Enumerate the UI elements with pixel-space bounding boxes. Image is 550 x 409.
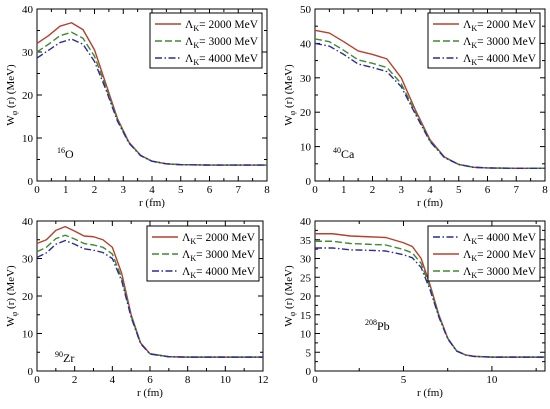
y-tick-label: 10 <box>300 142 312 154</box>
y-tick-label: 0 <box>28 366 34 378</box>
legend-label-4000: ΛK= 4000 MeV <box>182 266 256 280</box>
x-tick-label: 8 <box>264 184 270 196</box>
legend: ΛK= 2000 MeV ΛK= 3000 MeV ΛK= 4000 MeV <box>146 225 260 282</box>
legend: ΛK= 4000 MeV ΛK= 2000 MeV ΛK= 3000 MeV <box>427 225 541 282</box>
y-tick-label: 25 <box>300 272 312 284</box>
x-axis-label: r (fm) <box>417 387 443 399</box>
chart-panel-1: 0 1 2 3 4 5 6 7 8 0 10 20 30 40 r (fm) Wφ (r) (MeV) ΛK= … <box>5 4 270 209</box>
y-tick-label: 50 <box>300 4 312 16</box>
y-axis-label: Wφ (r) (MeV) <box>5 265 19 327</box>
y-tick-label: 15 <box>300 310 312 322</box>
y-tick-label: 0 <box>306 176 312 188</box>
y-tick-label: 30 <box>300 73 312 85</box>
x-tick-label: 6 <box>147 374 153 386</box>
series-line-4000 <box>315 247 545 358</box>
legend-label-3000: ΛK= 3000 MeV <box>185 36 259 50</box>
x-tick-label: 10 <box>486 374 498 386</box>
series-line-4000 <box>36 38 267 166</box>
x-tick-label: 6 <box>485 184 491 196</box>
x-tick-label: 4 <box>427 184 433 196</box>
legend-label-2000: ΛK= 2000 MeV <box>185 19 259 33</box>
y-tick-label: 0 <box>28 176 34 188</box>
x-tick-label: 0 <box>34 374 40 386</box>
x-tick-label: 4 <box>110 374 116 386</box>
y-tick-label: 40 <box>300 38 312 50</box>
chart-panel-3: 0 2 4 6 8 10 12 0 10 20 30 40 r (fm) Wφ (r) (MeV) ΛK= … <box>5 216 269 399</box>
y-tick-label: 10 <box>300 329 312 341</box>
legend: ΛK= 2000 MeV ΛK= 3000 MeV ΛK= 4000 MeV <box>427 12 541 69</box>
y-axis-label: Wφ (r) (MeV) <box>283 265 297 327</box>
x-tick-label: 2 <box>72 374 78 386</box>
series-line-3000 <box>36 234 263 358</box>
x-tick-label: 5 <box>401 374 407 386</box>
y-tick-label: 40 <box>22 4 34 16</box>
x-tick-label: 6 <box>207 184 213 196</box>
y-tick-label: 5 <box>306 347 312 359</box>
x-axis-label: r (fm) <box>137 387 163 399</box>
x-axis-label: r (fm) <box>417 197 443 209</box>
x-tick-label: 3 <box>399 184 405 196</box>
legend-label-2000: ΛK= 2000 MeV <box>182 232 256 246</box>
y-tick-label: 30 <box>22 254 34 266</box>
legend-label-3000: ΛK= 3000 MeV <box>463 266 537 280</box>
legend: ΛK= 2000 MeV ΛK= 3000 MeV ΛK= 4000 MeV <box>149 12 263 69</box>
y-tick-label: 20 <box>300 107 312 119</box>
y-tick-label: 30 <box>300 254 312 266</box>
nucleus-label: 40Ca <box>333 146 355 161</box>
y-tick-label: 20 <box>22 291 34 303</box>
chart-panel-4: 0 5 10 0 5 10 15 20 25 30 35 40 r (fm) Wφ (r) (MeV) ΛK… <box>283 216 546 399</box>
x-tick-label: 8 <box>185 374 191 386</box>
x-axis-label: r (fm) <box>139 197 165 209</box>
legend-label-2000: ΛK= 2000 MeV <box>463 19 537 33</box>
x-tick-label: 2 <box>92 184 98 196</box>
legend-label-3000: ΛK= 3000 MeV <box>182 249 256 263</box>
nucleus-label: 90Zr <box>55 350 74 365</box>
x-tick-label: 2 <box>370 184 376 196</box>
y-tick-label: 30 <box>22 47 34 59</box>
y-tick-label: 35 <box>300 235 312 247</box>
y-axis-label: Wφ (r) (MeV) <box>5 64 19 126</box>
y-tick-label: 10 <box>22 133 34 145</box>
y-tick-label: 10 <box>22 329 34 341</box>
y-axis-label: Wφ (r) (MeV) <box>283 64 297 126</box>
x-tick-label: 7 <box>514 184 520 196</box>
x-tick-label: 0 <box>312 184 318 196</box>
x-tick-label: 1 <box>341 184 347 196</box>
y-tick-label: 40 <box>300 216 312 228</box>
legend-label-4000: ΛK= 4000 MeV <box>185 53 259 67</box>
x-tick-label: 7 <box>236 184 242 196</box>
x-tick-label: 4 <box>149 184 155 196</box>
x-tick-label: 0 <box>312 374 318 386</box>
legend-label-4000: ΛK= 4000 MeV <box>463 53 537 67</box>
x-tick-label: 3 <box>121 184 127 196</box>
series-line-4000 <box>314 42 545 169</box>
legend-label-4000: ΛK= 4000 MeV <box>463 232 537 246</box>
series-line-3000 <box>315 240 545 358</box>
y-tick-label: 0 <box>306 366 312 378</box>
x-tick-label: 12 <box>258 374 269 386</box>
x-tick-label: 0 <box>34 184 40 196</box>
x-tick-label: 8 <box>542 184 548 196</box>
series-line-4000 <box>36 239 263 358</box>
x-tick-label: 1 <box>63 184 69 196</box>
legend-label-3000: ΛK= 3000 MeV <box>463 36 537 50</box>
x-tick-label: 10 <box>220 374 232 386</box>
y-tick-label: 40 <box>22 216 34 228</box>
x-tick-label: 5 <box>178 184 184 196</box>
series-line-2000 <box>36 225 263 358</box>
legend-label-2000: ΛK= 2000 MeV <box>463 249 537 263</box>
x-tick-label: 5 <box>456 184 462 196</box>
y-tick-label: 20 <box>300 291 312 303</box>
nucleus-label: 208Pb <box>365 318 390 333</box>
chart-panel-2: 0 1 2 3 4 5 6 7 8 0 10 20 30 40 50 r (fm) Wφ (r) (MeV) ΛK… <box>283 4 548 209</box>
nucleus-label: 16O <box>57 146 74 161</box>
y-tick-label: 20 <box>22 90 34 102</box>
